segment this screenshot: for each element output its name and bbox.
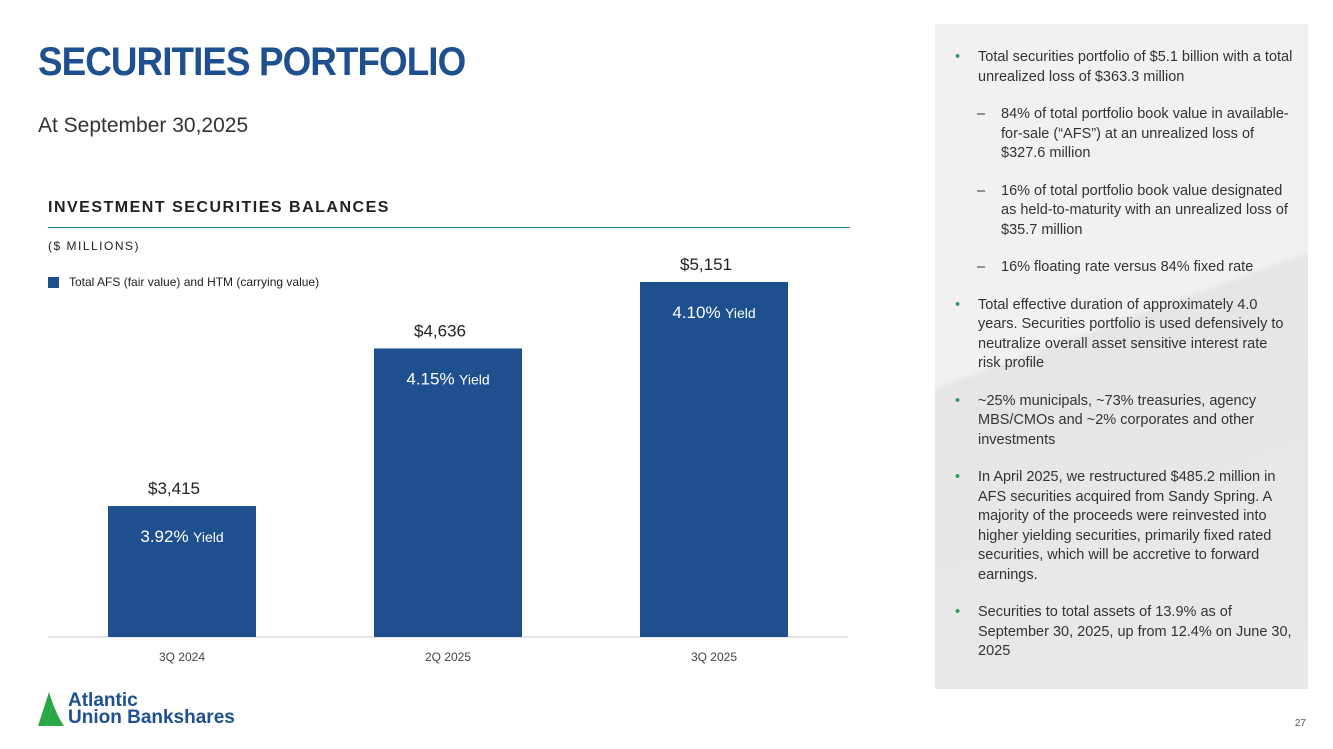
logo-text-1: Atlantic (68, 690, 138, 711)
bar (108, 506, 256, 637)
divider (48, 227, 850, 228)
bullet-item: Total securities portfolio of $5.1 billi… (953, 48, 1293, 87)
bar (374, 348, 522, 637)
yield-value: 4.15% (406, 369, 454, 388)
chart-title: INVESTMENT SECURITIES BALANCES (48, 199, 390, 216)
x-tick-label: 2Q 2025 (425, 650, 471, 664)
yield-value: 4.10% (672, 303, 720, 322)
logo-text-2: Union Bankshares (68, 707, 235, 728)
x-tick-label: 3Q 2024 (159, 650, 205, 664)
yield-label: 4.10% Yield (672, 303, 755, 322)
logo-mark-icon (38, 692, 64, 726)
page-subtitle: At September 30,2025 (38, 114, 249, 137)
value-label: $4,636 (414, 321, 466, 340)
sub-bullet-item: 84% of total portfolio book value in ava… (953, 105, 1293, 164)
company-logo: Atlantic Union Bankshares (38, 690, 235, 728)
chart-legend: Total AFS (fair value) and HTM (carrying… (48, 275, 319, 289)
summary-panel: Total securities portfolio of $5.1 billi… (935, 24, 1308, 689)
yield-value: 3.92% (140, 527, 188, 546)
value-label: $5,151 (680, 255, 732, 274)
bar-chart: $3,415 3.92% Yield 3Q 2024 $4,636 4.15% Yiel… (48, 255, 848, 664)
bullet-item: In April 2025, we restructured $485.2 mi… (953, 468, 1293, 585)
page-number: 27 (1294, 718, 1306, 729)
page-title: SECURITIES PORTFOLIO (38, 40, 466, 84)
chart-units: ($ MILLIONS) (48, 239, 141, 253)
legend-label: Total AFS (fair value) and HTM (carrying… (69, 275, 320, 289)
yield-label: 3.92% Yield (140, 527, 223, 546)
yield-suffix: Yield (193, 529, 224, 545)
sub-bullet-item: 16% floating rate versus 84% fixed rate (953, 258, 1293, 278)
bullet-item: Securities to total assets of 13.9% as o… (953, 603, 1293, 662)
value-label: $3,415 (148, 479, 200, 498)
yield-label: 4.15% Yield (406, 369, 489, 388)
yield-suffix: Yield (459, 371, 490, 387)
bullet-item: Total effective duration of approximatel… (953, 296, 1293, 374)
bullet-item: ~25% municipals, ~73% treasuries, agency… (953, 392, 1293, 451)
sub-bullet-item: 16% of total portfolio book value design… (953, 182, 1293, 241)
x-tick-label: 3Q 2025 (691, 650, 737, 664)
bar (640, 282, 788, 637)
yield-suffix: Yield (725, 305, 756, 321)
legend-swatch (48, 276, 59, 288)
